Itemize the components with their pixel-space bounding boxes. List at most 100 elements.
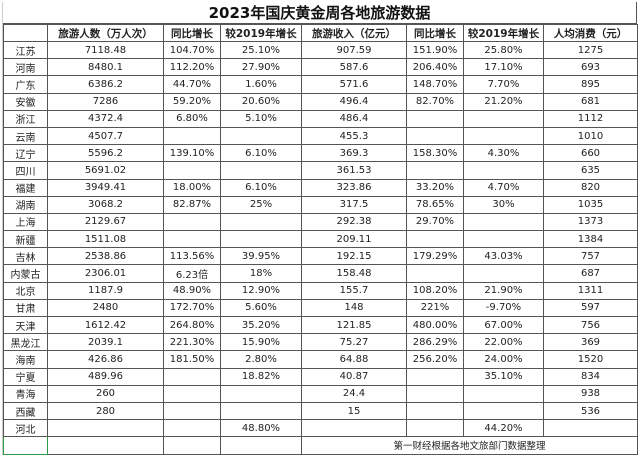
data-cell[interactable]: [406, 419, 464, 438]
data-cell[interactable]: 1311: [543, 281, 638, 300]
data-cell[interactable]: 18%: [220, 264, 302, 283]
data-cell[interactable]: [163, 401, 221, 421]
data-cell[interactable]: 369: [543, 333, 638, 352]
data-cell[interactable]: 221.30%: [163, 333, 221, 352]
data-cell[interactable]: 18.82%: [220, 367, 302, 386]
data-cell[interactable]: 5596.2: [47, 144, 164, 163]
data-cell[interactable]: 30%: [463, 195, 544, 214]
data-cell[interactable]: 44.70%: [163, 75, 221, 94]
data-cell[interactable]: [463, 161, 544, 180]
data-cell[interactable]: [163, 161, 221, 180]
province-cell[interactable]: 四川: [3, 161, 48, 180]
data-cell[interactable]: 536: [543, 401, 638, 421]
data-cell[interactable]: [406, 126, 464, 146]
data-cell[interactable]: 280: [47, 401, 164, 421]
province-cell[interactable]: 吉林: [3, 247, 48, 266]
data-cell[interactable]: [163, 384, 221, 403]
data-cell[interactable]: 35.20%: [220, 315, 302, 335]
province-cell[interactable]: 上海: [3, 212, 48, 232]
data-cell[interactable]: [220, 384, 302, 403]
data-cell[interactable]: 1010: [543, 126, 638, 146]
data-cell[interactable]: [220, 126, 302, 146]
data-cell[interactable]: 24.00%: [463, 350, 544, 369]
data-cell[interactable]: 4372.4: [47, 109, 164, 128]
data-cell[interactable]: 15: [301, 401, 407, 421]
data-cell[interactable]: 907.59: [301, 40, 407, 60]
province-cell[interactable]: 甘肃: [3, 298, 48, 318]
data-cell[interactable]: 27.90%: [220, 58, 302, 77]
data-cell[interactable]: 4.70%: [463, 178, 544, 197]
province-cell[interactable]: 河北: [3, 419, 48, 438]
data-cell[interactable]: [406, 264, 464, 283]
data-cell[interactable]: 5.60%: [220, 298, 302, 318]
data-cell[interactable]: [406, 230, 464, 249]
data-cell[interactable]: [463, 264, 544, 283]
data-cell[interactable]: 29.70%: [406, 212, 464, 232]
data-cell[interactable]: 151.90%: [406, 40, 464, 60]
data-cell[interactable]: 1373: [543, 212, 638, 232]
data-cell[interactable]: 571.6: [301, 75, 407, 94]
data-cell[interactable]: 35.10%: [463, 367, 544, 386]
data-cell[interactable]: [463, 384, 544, 403]
data-cell[interactable]: 455.3: [301, 126, 407, 146]
data-cell[interactable]: 44.20%: [463, 419, 544, 438]
province-cell[interactable]: 湖南: [3, 195, 48, 214]
data-cell[interactable]: 206.40%: [406, 58, 464, 77]
data-cell[interactable]: 82.87%: [163, 195, 221, 214]
data-cell[interactable]: 2039.1: [47, 333, 164, 352]
data-cell[interactable]: 8480.1: [47, 58, 164, 77]
data-cell[interactable]: 82.70%: [406, 92, 464, 111]
province-cell[interactable]: 黑龙江: [3, 333, 48, 352]
data-cell[interactable]: 6.10%: [220, 178, 302, 197]
data-cell[interactable]: -9.70%: [463, 298, 544, 318]
data-cell[interactable]: 260: [47, 384, 164, 403]
data-cell[interactable]: 33.20%: [406, 178, 464, 197]
data-cell[interactable]: [406, 367, 464, 386]
data-cell[interactable]: [220, 401, 302, 421]
data-cell[interactable]: 3068.2: [47, 195, 164, 214]
data-cell[interactable]: 486.4: [301, 109, 407, 128]
data-cell[interactable]: 635: [543, 161, 638, 180]
data-cell[interactable]: 40.87: [301, 367, 407, 386]
data-cell[interactable]: 78.65%: [406, 195, 464, 214]
data-cell[interactable]: 1.60%: [220, 75, 302, 94]
data-cell[interactable]: 1275: [543, 40, 638, 60]
province-cell[interactable]: 河南: [3, 58, 48, 77]
empty-cell[interactable]: [220, 436, 302, 455]
province-cell[interactable]: 广东: [3, 75, 48, 94]
column-header[interactable]: 较2019年增长: [220, 24, 302, 42]
data-cell[interactable]: 660: [543, 144, 638, 163]
data-cell[interactable]: 112.20%: [163, 58, 221, 77]
column-header[interactable]: 人均消费（元）: [543, 24, 638, 42]
data-cell[interactable]: 6.23倍: [163, 264, 221, 283]
data-cell[interactable]: 834: [543, 367, 638, 386]
data-cell[interactable]: [406, 161, 464, 180]
data-cell[interactable]: 108.20%: [406, 281, 464, 300]
data-cell[interactable]: 496.4: [301, 92, 407, 111]
province-cell[interactable]: 云南: [3, 126, 48, 146]
data-cell[interactable]: 1612.42: [47, 315, 164, 335]
data-cell[interactable]: 323.86: [301, 178, 407, 197]
data-cell[interactable]: [543, 419, 638, 438]
column-header[interactable]: 旅游人数（万人次）: [47, 24, 164, 42]
data-cell[interactable]: 681: [543, 92, 638, 111]
data-cell[interactable]: [220, 161, 302, 180]
data-cell[interactable]: 361.53: [301, 161, 407, 180]
data-cell[interactable]: 1112: [543, 109, 638, 128]
data-cell[interactable]: 48.80%: [220, 419, 302, 438]
column-header[interactable]: [3, 24, 48, 42]
province-cell[interactable]: 内蒙古: [3, 264, 48, 283]
data-cell[interactable]: 20.60%: [220, 92, 302, 111]
data-cell[interactable]: 181.50%: [163, 350, 221, 369]
data-cell[interactable]: 5691.02: [47, 161, 164, 180]
data-cell[interactable]: 25.80%: [463, 40, 544, 60]
data-cell[interactable]: 18.00%: [163, 178, 221, 197]
data-cell[interactable]: 209.11: [301, 230, 407, 249]
data-cell[interactable]: 22.00%: [463, 333, 544, 352]
data-cell[interactable]: 2306.01: [47, 264, 164, 283]
data-cell[interactable]: 756: [543, 315, 638, 335]
data-cell[interactable]: 104.70%: [163, 40, 221, 60]
data-cell[interactable]: 67.00%: [463, 315, 544, 335]
data-cell[interactable]: 6.80%: [163, 109, 221, 128]
data-cell[interactable]: 480.00%: [406, 315, 464, 335]
